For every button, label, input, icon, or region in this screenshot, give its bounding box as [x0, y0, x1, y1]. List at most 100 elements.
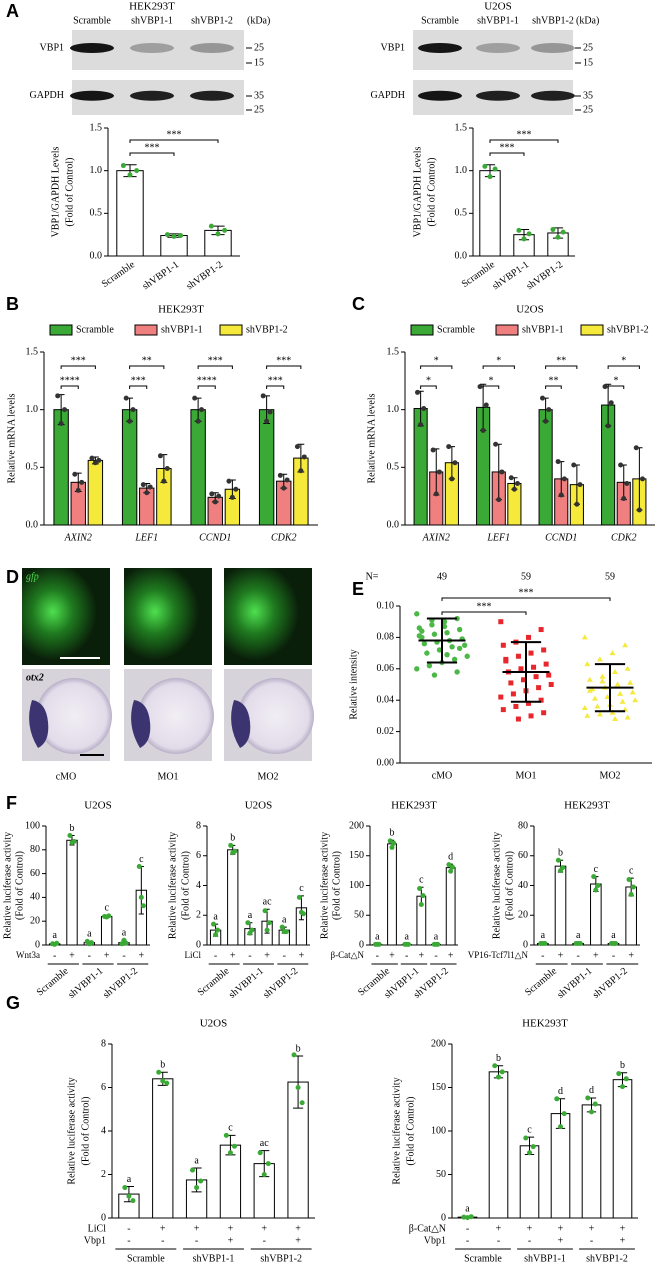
data-point: [164, 465, 170, 471]
data-point: [295, 1085, 301, 1090]
data-point: [122, 1185, 128, 1191]
data-point: [526, 634, 532, 640]
panel-letter: F: [6, 793, 17, 813]
y-tick-label: 100: [431, 1125, 446, 1136]
significance-label: *: [613, 375, 618, 386]
data-point: [431, 672, 438, 678]
x-tick-label: shVBP1-1: [491, 259, 531, 292]
data-point: [199, 407, 205, 413]
y-tick-label: 0.10: [377, 600, 395, 611]
significance-label: **: [548, 375, 558, 386]
chart-title: U2OS: [84, 800, 112, 812]
significance-label: ****: [197, 375, 217, 386]
data-point: [515, 653, 521, 659]
blot-row-label: GAPDH: [371, 90, 405, 101]
condition-sign: -: [53, 950, 56, 961]
significance-bracket: [60, 365, 96, 369]
data-point: [71, 838, 77, 844]
data-point: [621, 495, 627, 501]
embryo-head: [231, 700, 251, 748]
significance-bracket: [545, 385, 562, 389]
condition-sign: -: [127, 1223, 130, 1234]
significance-bracket: [489, 139, 559, 143]
y-axis-label: (Fold of Control): [64, 158, 75, 227]
data-point: [511, 486, 517, 492]
sd-bar: [426, 617, 458, 664]
data-point: [483, 402, 489, 408]
condition-sign: +: [593, 950, 599, 961]
condition-sign: -: [434, 950, 437, 961]
condition-label: VP16-Tcf7l1△N: [468, 950, 529, 960]
data-point: [262, 908, 268, 914]
data-point: [249, 927, 255, 933]
data-point: [190, 1167, 196, 1173]
data-point: [138, 894, 144, 900]
data-point: [161, 478, 167, 484]
data-point: [561, 476, 567, 482]
y-tick-label: 60: [30, 868, 40, 879]
data-point: [616, 1071, 622, 1077]
data-point: [605, 423, 611, 429]
significance-letter: ac: [260, 1138, 269, 1149]
data-point: [492, 166, 498, 172]
data-point: [436, 647, 443, 653]
significance-label: ***: [167, 129, 182, 140]
y-tick-label: 150: [431, 1082, 446, 1093]
data-point: [633, 445, 639, 451]
condition-sign: +: [589, 1223, 595, 1234]
data-point: [211, 921, 217, 927]
data-point: [593, 887, 599, 893]
condition-label: β-Cat△N: [331, 950, 365, 960]
data-point: [503, 656, 509, 662]
group-label: shVBP1-1: [555, 966, 594, 1001]
significance-letter: b: [70, 823, 75, 834]
significance-bracket: [441, 611, 527, 615]
group-label: Scramble: [464, 1253, 502, 1264]
significance-letter: b: [390, 828, 395, 839]
significance-bracket: [129, 152, 175, 156]
data-point: [156, 1069, 162, 1075]
significance-letter: c: [629, 865, 634, 876]
data-point: [523, 1135, 529, 1141]
embryo-yolk: [138, 678, 214, 754]
data-point: [227, 1150, 233, 1156]
y-tick-label: 80: [518, 820, 528, 831]
y-tick-label: 1.5: [455, 122, 468, 133]
data-point: [391, 840, 397, 846]
y-tick-label: 50: [354, 910, 364, 921]
data-point: [134, 168, 140, 174]
y-tick-label: 200: [349, 820, 364, 831]
data-point: [405, 941, 411, 947]
kda-unit: (kDa): [576, 15, 599, 26]
data-point: [614, 681, 621, 687]
y-tick-label: 0: [196, 939, 201, 950]
data-point: [577, 941, 583, 947]
condition-sign: -: [248, 950, 251, 961]
data-point: [555, 459, 561, 465]
data-point: [599, 678, 606, 684]
stain-label: otx2: [26, 672, 44, 683]
blot-band: [190, 90, 234, 101]
data-point: [456, 645, 463, 652]
condition-sign: +: [448, 950, 454, 961]
bar: [152, 1078, 174, 1219]
data-point: [130, 1198, 136, 1204]
significance-bracket: [482, 385, 500, 389]
y-tick-label: 0.0: [455, 250, 468, 261]
data-point: [226, 478, 232, 484]
panel-letter: A: [6, 1, 19, 21]
data-point: [164, 232, 170, 238]
condition-sign: -: [376, 950, 379, 961]
condition-sign: -: [541, 950, 544, 961]
x-tick-label: cMO: [432, 770, 453, 781]
data-point: [424, 650, 430, 656]
data-point: [389, 844, 395, 850]
chart-title: HEK293T: [564, 800, 610, 812]
data-point: [584, 661, 591, 667]
data-point: [493, 441, 499, 447]
data-point: [429, 622, 435, 628]
significance-label: ***: [145, 142, 160, 153]
y-tick-label: 1.5: [90, 122, 103, 133]
data-point: [421, 406, 427, 412]
data-point: [577, 482, 583, 488]
